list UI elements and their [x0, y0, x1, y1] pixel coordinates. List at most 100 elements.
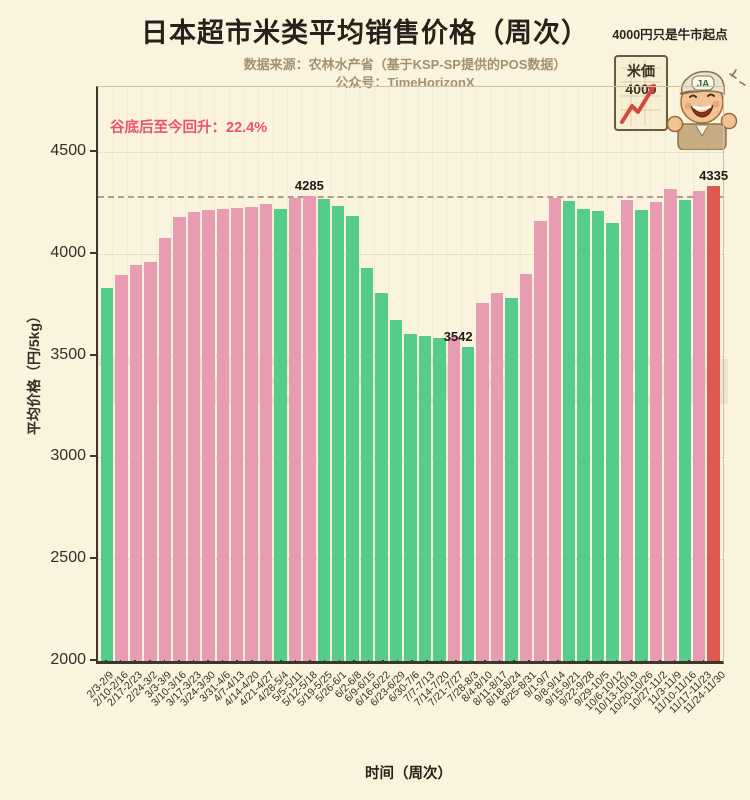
x-tick-cell: 9/1-9/7 — [522, 660, 553, 764]
bar — [173, 217, 186, 661]
x-tick-cell: 2/3-2/9 — [84, 660, 116, 764]
x-axis-tick-labels: 2/3-2/9 2/10-2/16 2/17-2/23 2/24-3/2 3/3-3/9… — [84, 660, 728, 764]
bar-value-label: 4335 — [699, 167, 729, 183]
x-tick-mark — [528, 660, 530, 664]
x-tick-mark — [644, 660, 647, 664]
bar — [288, 198, 302, 661]
y-tick-label: 4000 — [50, 243, 86, 261]
x-tick-cell: 8/25-8/31 — [499, 660, 539, 764]
x-tick-mark — [265, 660, 268, 664]
x-tick-mark — [440, 660, 443, 664]
y-gridline — [98, 152, 723, 154]
y-axis-title: 平均价格（円/5kg） — [26, 309, 42, 436]
x-tick-cell: 7/7-7/13 — [401, 660, 437, 764]
x-tick-mark — [236, 660, 238, 664]
x-tick-cell: 11/3-11/9 — [646, 660, 685, 764]
bar — [230, 207, 244, 661]
x-tick-cell: 10/13-10/19 — [593, 660, 641, 764]
previous-peak-dashed-line — [98, 195, 723, 198]
x-axis-title: 时间（周次） — [365, 766, 452, 782]
bar — [606, 223, 619, 661]
bar — [129, 264, 143, 661]
x-tick-cell: 2/10-2/16 — [91, 660, 131, 764]
bar — [332, 206, 345, 661]
x-tick-cell: 2/24-3/2 — [124, 660, 160, 764]
x-tick-mark — [163, 660, 166, 664]
x-tick-mark — [367, 660, 370, 664]
bar — [216, 208, 229, 661]
bar — [692, 191, 706, 661]
bar — [202, 210, 215, 661]
x-tick-mark — [615, 660, 618, 664]
bar — [404, 333, 417, 661]
bar — [534, 220, 547, 661]
y-tick-label: 3000 — [50, 447, 86, 465]
x-tick-cell: 3/31-4/6 — [197, 660, 233, 764]
bar — [447, 337, 460, 661]
cheering-man-icon: JA — [666, 69, 746, 151]
x-tick-cell: 4/28-5/4 — [255, 660, 291, 764]
bar — [115, 275, 128, 661]
y-tick-label: 3500 — [50, 345, 86, 363]
x-tick-mark — [382, 660, 384, 664]
x-tick-cell: 8/4-8/10 — [459, 660, 495, 764]
bar — [389, 320, 403, 661]
x-tick-mark — [717, 660, 720, 664]
bar — [418, 336, 432, 661]
bar — [317, 198, 330, 661]
bar-value-label: 3542 — [443, 329, 473, 345]
page-title: 日本超市米类平均销售价格（周次） — [141, 18, 589, 48]
x-tick-mark — [309, 660, 311, 664]
x-tick-mark — [455, 660, 457, 664]
x-tick-mark — [221, 660, 224, 664]
x-tick-mark — [280, 660, 282, 664]
x-tick-mark — [105, 660, 107, 664]
bar — [375, 292, 388, 661]
y-tick-mark — [90, 455, 96, 458]
x-tick-mark — [134, 660, 136, 664]
bar — [476, 303, 489, 661]
x-tick-cell: 3/24-3/30 — [178, 660, 218, 764]
x-tick-cell: 10/20-10/26 — [607, 660, 655, 764]
bar: 4285 — [295, 178, 324, 661]
x-tick-cell: 6/2-6/8 — [332, 660, 364, 764]
badge-caption: 4000円只是牛市起点 — [612, 28, 728, 42]
bar — [360, 268, 374, 661]
x-tick-cell: 8/11-8/17 — [470, 660, 510, 764]
x-tick-mark — [178, 660, 180, 664]
x-tick-cell: 5/12-5/18 — [280, 660, 320, 764]
bar — [274, 209, 287, 661]
x-tick-cell: 6/9-6/15 — [343, 660, 378, 764]
x-tick-mark — [119, 660, 122, 664]
x-tick-cell: 3/17-3/23 — [164, 660, 204, 764]
x-tick-cell: 4/7-4/13 — [212, 660, 247, 764]
rice-price-sign-icon: 米価 4000 — [614, 55, 668, 131]
x-tick-cell: 9/29-10/5 — [572, 660, 612, 764]
cartoon-svg: 米価 4000 JA — [614, 55, 746, 151]
svg-text:米価: 米価 — [627, 63, 655, 79]
x-tick-cell: 2/17-2/23 — [105, 660, 145, 764]
x-tick-mark — [338, 660, 341, 664]
x-tick-mark — [323, 660, 326, 664]
x-tick-cell: 9/22-9/28 — [557, 660, 597, 764]
x-tick-mark — [630, 660, 632, 664]
bar — [563, 201, 576, 661]
bar — [433, 338, 446, 661]
bar: 4335 — [699, 168, 728, 661]
y-tick-label: 4500 — [50, 142, 86, 160]
x-tick-cell: 5/5-5/11 — [270, 660, 306, 764]
x-tick-cell: 5/19-5/25 — [295, 660, 335, 764]
y-tick-mark — [90, 557, 96, 560]
y-tick-label: 2000 — [50, 651, 86, 668]
x-tick-cell: 10/6-10/12 — [582, 660, 626, 764]
x-tick-mark — [673, 660, 676, 664]
x-tick-mark — [353, 660, 355, 664]
x-tick-mark — [586, 660, 588, 664]
bar — [635, 209, 648, 661]
x-tick-cell: 8/18-8/24 — [484, 660, 524, 764]
bar — [678, 199, 691, 661]
bar — [187, 211, 201, 661]
x-tick-cell: 9/15-9/21 — [543, 660, 583, 764]
y-tick-mark — [90, 659, 96, 661]
